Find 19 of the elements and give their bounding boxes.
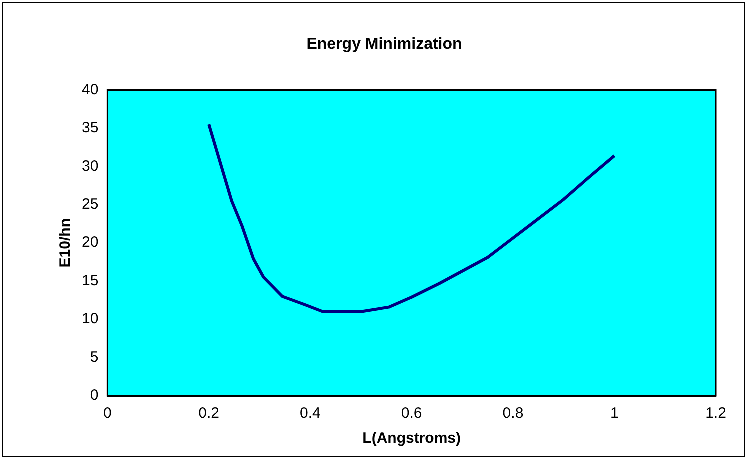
x-tick-label: 0.8 bbox=[502, 405, 524, 422]
y-tick-label: 30 bbox=[82, 158, 99, 175]
x-tick-label: 0.6 bbox=[401, 405, 422, 422]
chart-title: Energy Minimization bbox=[306, 36, 462, 54]
x-tick-label: 0 bbox=[104, 405, 112, 422]
y-tick-label: 40 bbox=[82, 81, 99, 98]
y-tick-label: 25 bbox=[82, 196, 99, 214]
x-axis-title: L(Angstroms) bbox=[362, 430, 462, 448]
x-tick-label: 0.4 bbox=[300, 405, 321, 422]
x-tick-label: 1.2 bbox=[706, 405, 726, 422]
y-tick-label: 0 bbox=[90, 387, 99, 404]
y-tick-label: 15 bbox=[82, 272, 99, 290]
y-tick-label: 20 bbox=[82, 234, 99, 252]
x-tick-label: 0.2 bbox=[198, 405, 220, 422]
y-tick-label: 5 bbox=[90, 348, 99, 366]
y-axis-title: E10/hn bbox=[57, 218, 74, 268]
x-tick-label: 1 bbox=[610, 405, 619, 422]
y-tick-label: 35 bbox=[82, 120, 99, 137]
y-tick-label: 10 bbox=[82, 310, 99, 328]
